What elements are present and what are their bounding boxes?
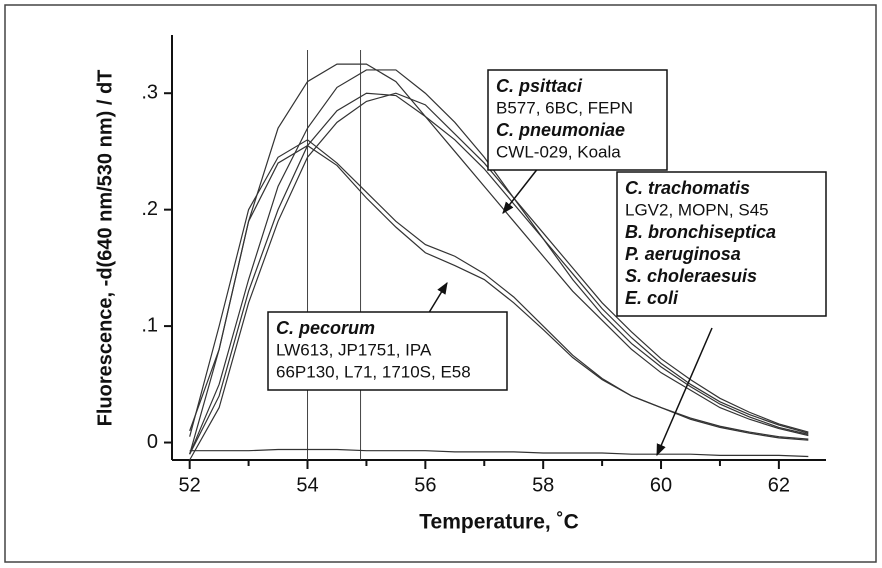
x-axis-label: Temperature, ˚C	[419, 511, 578, 534]
x-tick-label: 58	[532, 474, 554, 496]
x-tick-label: 60	[650, 474, 672, 496]
melt-curve	[189, 139, 809, 441]
annotation-arrow	[656, 327, 713, 457]
annotation-species: E. coli	[625, 288, 679, 308]
annotation-species: C. pneumoniae	[496, 120, 625, 140]
melt-curve	[189, 92, 809, 461]
annotation-box	[616, 171, 827, 317]
melt-curve	[189, 92, 809, 455]
melt-curve	[189, 69, 809, 455]
x-tick-label: 56	[414, 474, 436, 496]
annotation-strains: LW613, JP1751, IPA	[276, 340, 432, 359]
annotation-species: P. aeruginosa	[625, 244, 741, 264]
annotation-species: C. psittaci	[496, 76, 583, 96]
annotation-strains: B577, 6BC, FEPN	[496, 98, 633, 117]
melt-curve	[189, 448, 809, 458]
y-tick-label: 0	[147, 431, 158, 453]
melt-curve	[189, 63, 809, 437]
annotation-box	[267, 311, 508, 391]
annotation-species: C. pecorum	[276, 318, 375, 338]
melt-curve	[189, 144, 809, 455]
y-tick-label: .2	[141, 198, 158, 220]
annotation-strains: LGV2, MOPN, S45	[625, 200, 769, 219]
annotation-species: C. trachomatis	[625, 178, 750, 198]
x-tick-label: 52	[179, 474, 201, 496]
y-tick-label: .1	[141, 314, 158, 336]
annotation-strains: 66P130, L71, 1710S, E58	[276, 362, 471, 381]
annotation-strains: CWL-029, Koala	[496, 142, 621, 161]
annotation-species: S. choleraesuis	[625, 266, 757, 286]
annotation-species: B. bronchiseptica	[625, 222, 776, 242]
y-axis-label: Fluorescence, -d(640 nm/530 nm) / dT	[94, 70, 116, 427]
y-tick-label: .3	[141, 82, 158, 104]
x-tick-label: 54	[296, 474, 318, 496]
annotation-box	[487, 69, 668, 171]
x-tick-label: 62	[768, 474, 790, 496]
